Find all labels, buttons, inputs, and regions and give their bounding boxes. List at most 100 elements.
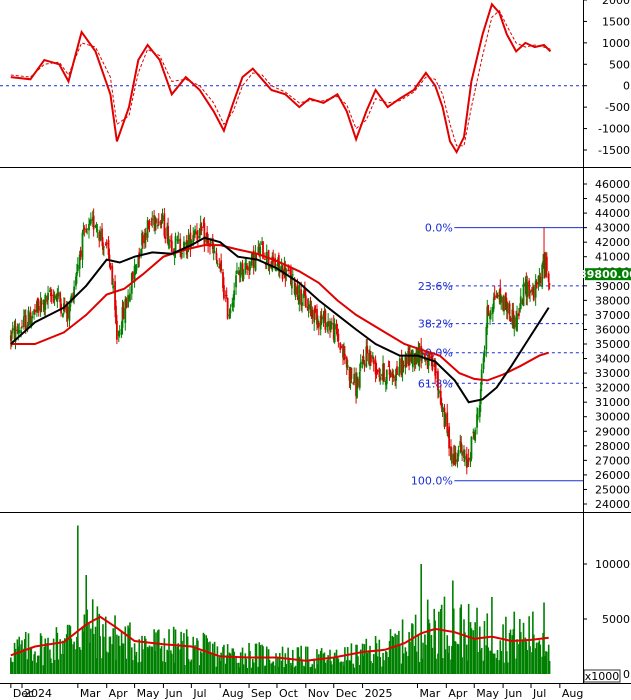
candle-body: [541, 264, 544, 288]
candle-body: [460, 442, 463, 453]
volume-bar: [421, 658, 423, 674]
volume-bar: [196, 638, 198, 674]
volume-bar: [320, 648, 323, 674]
volume-bar: [46, 643, 48, 674]
oscillator-tick-label: 1000: [602, 37, 630, 50]
candle-body: [203, 222, 206, 245]
volume-bar: [244, 653, 247, 674]
candle-body: [483, 350, 486, 357]
volume-bar: [198, 665, 201, 674]
candle-body: [82, 229, 85, 231]
volume-bar: [228, 652, 231, 674]
volume-bar: [322, 653, 325, 674]
candle-body: [46, 295, 49, 302]
candle-body: [493, 294, 496, 300]
volume-bar: [283, 667, 286, 674]
volume-bar: [134, 655, 137, 674]
candle-body: [441, 406, 444, 412]
candle-body: [426, 357, 429, 369]
volume-bar: [291, 665, 293, 674]
volume-bar: [362, 655, 365, 674]
volume-bar: [422, 642, 424, 674]
volume-bar: [200, 652, 203, 674]
volume-bar: [224, 663, 227, 674]
candle-body: [396, 366, 398, 375]
candle-body: [317, 322, 320, 327]
volume-bar: [14, 648, 17, 674]
candle-body: [94, 225, 97, 228]
volume-bar: [49, 649, 51, 674]
volume-bar: [264, 665, 266, 674]
candle-body: [433, 364, 436, 367]
candle-body: [120, 329, 123, 335]
panel-frames: [0, 0, 631, 684]
candle-body: [372, 358, 375, 365]
volume-bar: [492, 653, 494, 674]
volume-bar: [229, 653, 232, 674]
volume-bar: [291, 649, 294, 674]
volume-bar: [107, 652, 110, 674]
volume-bar: [171, 653, 173, 674]
volume-bar: [272, 661, 275, 674]
volume-bar: [183, 633, 185, 674]
price-tick-label: 44000: [595, 207, 630, 220]
candle-body: [72, 293, 75, 299]
candle-body: [392, 373, 395, 378]
candle-body: [395, 369, 397, 381]
candle-body: [452, 454, 455, 465]
volume-bar: [518, 644, 520, 674]
candle-body: [320, 314, 323, 320]
candle-body: [424, 358, 427, 362]
candle-body: [525, 279, 528, 297]
candle-body: [491, 306, 494, 314]
volume-bar: [112, 628, 114, 674]
volume-bar: [418, 661, 421, 674]
volume-bar: [519, 618, 521, 674]
volume-bar: [213, 641, 216, 674]
volume-bar: [508, 632, 511, 674]
volume-bar: [370, 661, 372, 674]
candle-body: [307, 304, 310, 310]
volume-bar: [336, 656, 339, 674]
candle-body: [196, 231, 198, 235]
volume-bar: [452, 580, 454, 674]
volume-bar: [23, 648, 25, 674]
volume-bar: [211, 643, 214, 674]
volume-bar: [226, 644, 229, 674]
volume-bar: [335, 649, 338, 674]
volume-bar: [544, 655, 546, 674]
candle-body: [428, 354, 431, 359]
candle-body: [332, 323, 335, 340]
volume-bar: [350, 643, 353, 674]
price-tick-label: 34000: [595, 353, 630, 366]
volume-bar: [192, 636, 195, 674]
volume-bar: [385, 652, 388, 674]
candle-body: [275, 267, 277, 272]
volume-bar: [479, 626, 481, 674]
volume-bar: [20, 644, 22, 674]
candle-body: [153, 215, 156, 226]
volume-bar: [64, 638, 66, 674]
candle-body: [57, 292, 60, 297]
volume-bar: [311, 664, 314, 674]
candle-body: [285, 269, 288, 276]
volume-bar: [10, 657, 12, 674]
price-tick-label: 41000: [595, 251, 630, 264]
candle-body: [11, 328, 14, 331]
volume-bar: [290, 662, 292, 674]
candle-body: [381, 374, 384, 377]
price-tick-label: 35000: [595, 338, 630, 351]
volume-bar: [218, 657, 221, 674]
candle-body: [509, 317, 512, 322]
candle-body: [127, 295, 129, 308]
candle-body: [99, 231, 102, 241]
volume-bar: [153, 629, 155, 674]
candle-body: [476, 414, 478, 428]
volume-bar: [420, 564, 422, 674]
x-tick-label: 2025: [365, 687, 393, 700]
candle-body: [478, 405, 481, 417]
volume-bar: [332, 658, 335, 674]
candle-body: [538, 276, 541, 279]
volume-bar: [318, 654, 320, 674]
volume-bar: [278, 666, 280, 674]
